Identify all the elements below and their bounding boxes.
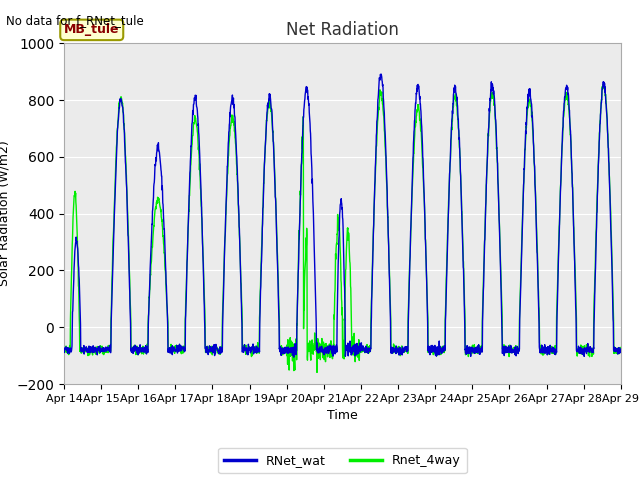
Text: MB_tule: MB_tule xyxy=(64,24,120,36)
RNet_wat xyxy=(568,170,576,176)
Rnet_4way xyxy=(313,370,321,375)
RNet_wat xyxy=(290,354,298,360)
RNet_wat xyxy=(378,71,385,77)
Rnet_4way xyxy=(504,350,512,356)
RNet_wat xyxy=(371,182,379,188)
Rnet_4way xyxy=(617,348,625,354)
Text: No data for f_RNet_tule: No data for f_RNet_tule xyxy=(6,14,144,27)
RNet_wat xyxy=(60,348,68,354)
Rnet_4way xyxy=(216,347,223,353)
Y-axis label: Solar Radiation (W/m2): Solar Radiation (W/m2) xyxy=(0,141,11,287)
Title: Net Radiation: Net Radiation xyxy=(286,21,399,39)
X-axis label: Time: Time xyxy=(327,409,358,422)
Line: Rnet_4way: Rnet_4way xyxy=(64,84,621,372)
RNet_wat xyxy=(359,348,367,354)
Legend: RNet_wat, Rnet_4way: RNet_wat, Rnet_4way xyxy=(218,448,467,473)
RNet_wat xyxy=(617,346,625,352)
RNet_wat xyxy=(584,346,591,351)
Rnet_4way xyxy=(60,347,68,353)
Rnet_4way xyxy=(371,185,379,191)
Rnet_4way xyxy=(359,346,367,351)
RNet_wat xyxy=(216,349,223,355)
Rnet_4way xyxy=(568,170,575,176)
RNet_wat xyxy=(505,343,513,349)
Rnet_4way xyxy=(584,347,591,353)
Line: RNet_wat: RNet_wat xyxy=(64,74,621,357)
Rnet_4way xyxy=(599,82,607,87)
